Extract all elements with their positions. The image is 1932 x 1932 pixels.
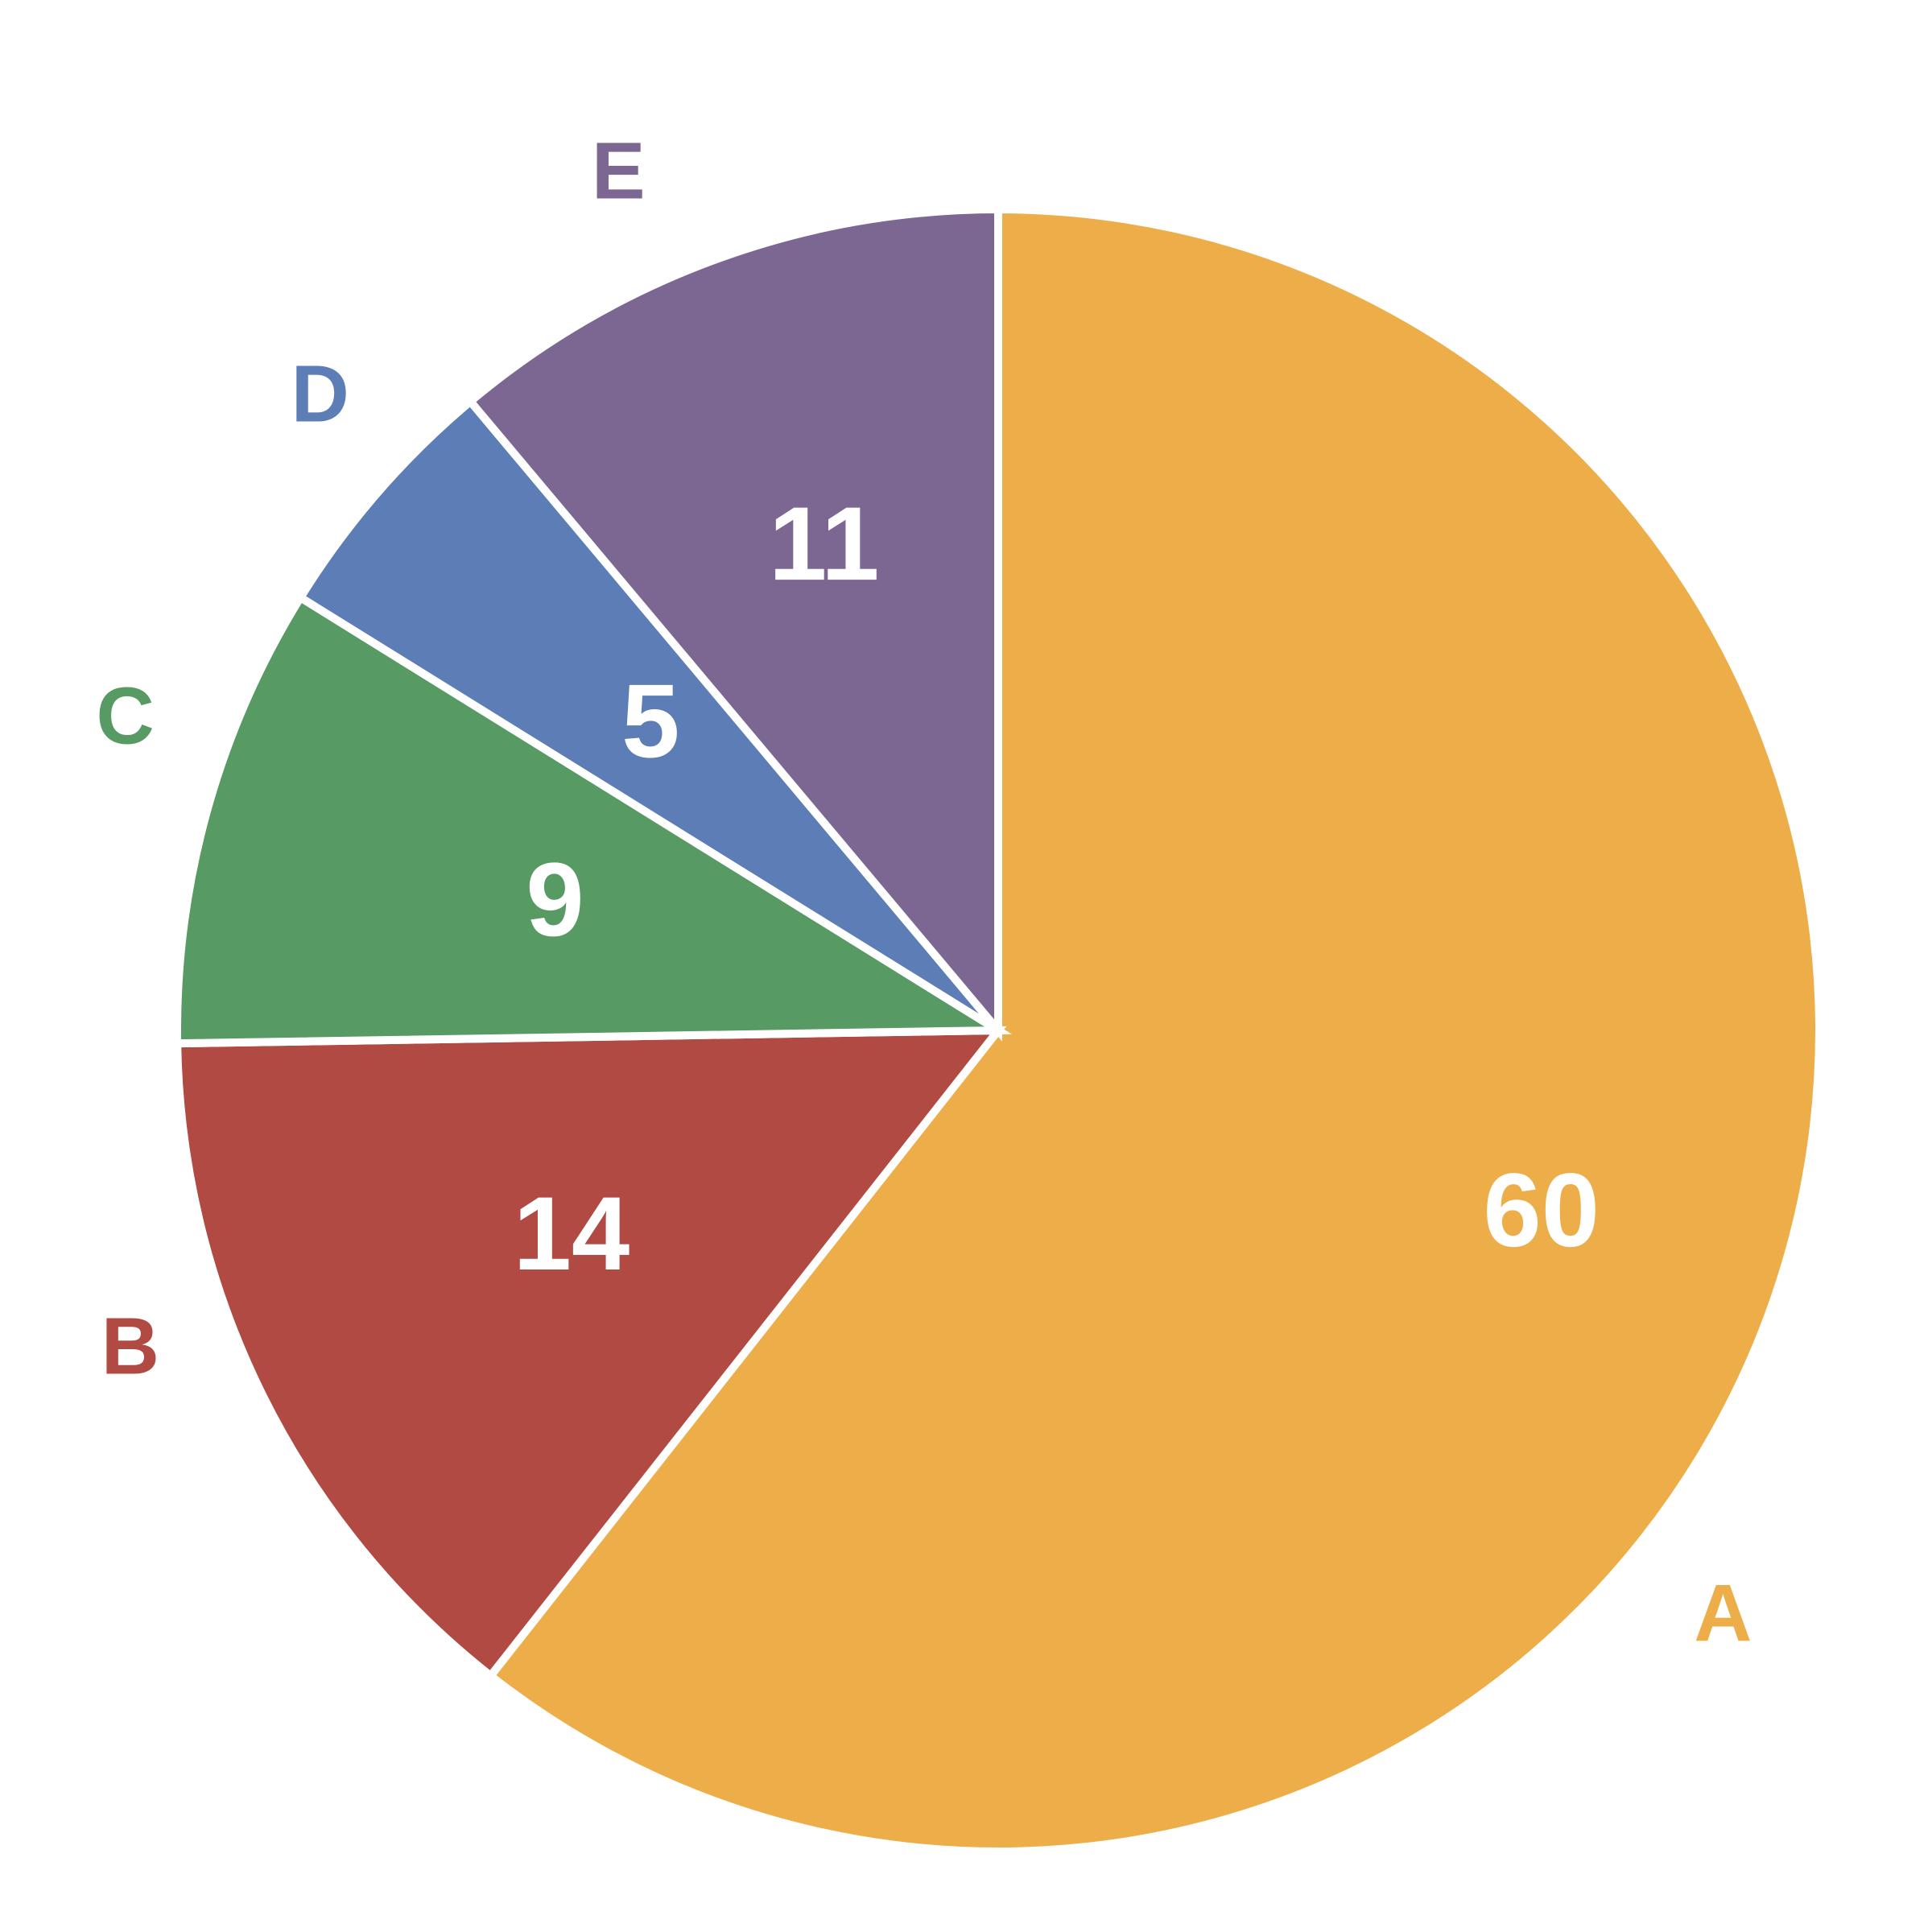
slice-value-c: 9 [526,840,584,958]
slice-value-e: 11 [769,485,879,602]
slice-label-b: B [101,1302,159,1392]
slice-label-c: C [97,671,155,761]
slice-value-d: 5 [621,662,679,779]
slice-value-b: 14 [514,1174,630,1292]
slice-label-e: E [592,126,646,217]
slice-value-a: 60 [1483,1151,1600,1269]
pie-chart: 60 A 14 B 9 C 5 D 11 E [0,0,1932,1932]
slice-label-a: A [1694,1568,1752,1658]
slice-label-d: D [291,349,349,439]
